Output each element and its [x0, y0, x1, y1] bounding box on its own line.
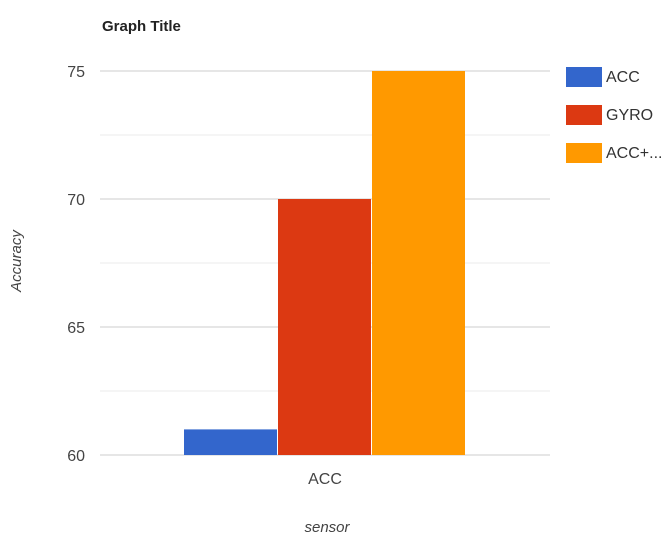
- y-tick-label: 75: [67, 64, 85, 81]
- y-tick-label: 60: [67, 448, 85, 465]
- y-tick-label: 65: [67, 320, 85, 337]
- legend[interactable]: ACC GYRO ACC+...: [566, 67, 661, 163]
- y-tick-label: 70: [67, 192, 85, 209]
- legend-label: ACC+...: [606, 145, 661, 162]
- y-axis-ticks: 60 65 70 75: [67, 64, 85, 465]
- y-axis-title: Accuracy: [8, 229, 25, 293]
- legend-swatch: [566, 105, 602, 125]
- bars: [184, 71, 465, 455]
- legend-label: GYRO: [606, 107, 653, 124]
- bar-acc[interactable]: [184, 429, 277, 455]
- legend-label: ACC: [606, 69, 640, 86]
- x-axis-ticks: ACC: [308, 471, 342, 488]
- bar-acc[interactable]: [372, 71, 465, 455]
- x-axis-title: sensor: [304, 519, 350, 536]
- legend-swatch: [566, 143, 602, 163]
- x-tick-label: ACC: [308, 471, 342, 488]
- chart-title: Graph Title: [102, 18, 181, 35]
- legend-swatch: [566, 67, 602, 87]
- bar-gyro[interactable]: [278, 199, 371, 455]
